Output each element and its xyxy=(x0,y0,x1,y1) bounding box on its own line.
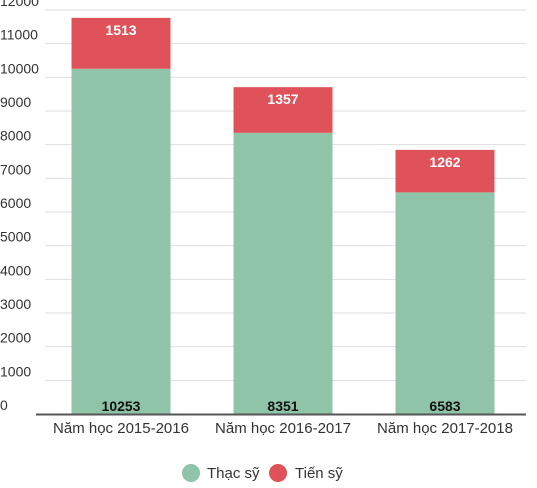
bars: 10253 1513 8351 1357 6583 1262 xyxy=(71,17,495,414)
x-tick-label: Năm học 2017-2018 xyxy=(377,420,513,437)
bar-segment xyxy=(395,149,495,193)
legend-swatch xyxy=(269,464,287,482)
y-tick-label: 4000 xyxy=(0,262,31,278)
legend-label: Thạc sỹ xyxy=(207,465,260,482)
bar-segment xyxy=(233,87,333,133)
y-tick-label: 10000 xyxy=(0,60,39,76)
data-label: 8351 xyxy=(267,398,298,414)
y-tick-label: 0 xyxy=(0,397,8,413)
bar-segment xyxy=(71,17,171,69)
data-label: 10253 xyxy=(102,398,141,414)
y-tick-label: 1000 xyxy=(0,363,31,379)
data-label: 1513 xyxy=(105,22,136,38)
x-axis-labels: Năm học 2015-2016 Năm học 2016-2017 Năm họ… xyxy=(53,420,513,437)
data-label: 6583 xyxy=(429,398,460,414)
legend-swatch xyxy=(182,464,200,482)
y-tick-label: 5000 xyxy=(0,229,31,245)
y-tick-label: 6000 xyxy=(0,195,31,211)
y-axis-ticks: 0 1000 2000 3000 4000 5000 6000 7000 8000 9000 100… xyxy=(0,0,39,413)
bar-segment xyxy=(71,68,171,414)
y-tick-label: 7000 xyxy=(0,161,31,177)
legend: Thạc sỹ Tiến sỹ xyxy=(182,464,343,482)
x-tick-label: Năm học 2016-2017 xyxy=(215,420,351,437)
bar-segment xyxy=(395,192,495,414)
y-tick-label: 9000 xyxy=(0,94,31,110)
y-tick-label: 2000 xyxy=(0,330,31,346)
data-label: 1262 xyxy=(429,154,460,170)
x-tick-label: Năm học 2015-2016 xyxy=(53,420,189,437)
y-tick-label: 12000 xyxy=(0,0,39,9)
data-label: 1357 xyxy=(267,91,298,107)
y-tick-label: 3000 xyxy=(0,296,31,312)
y-tick-label: 11000 xyxy=(0,27,38,43)
bar-segment xyxy=(233,132,333,414)
y-tick-label: 8000 xyxy=(0,128,31,144)
legend-label: Tiến sỹ xyxy=(295,465,343,482)
